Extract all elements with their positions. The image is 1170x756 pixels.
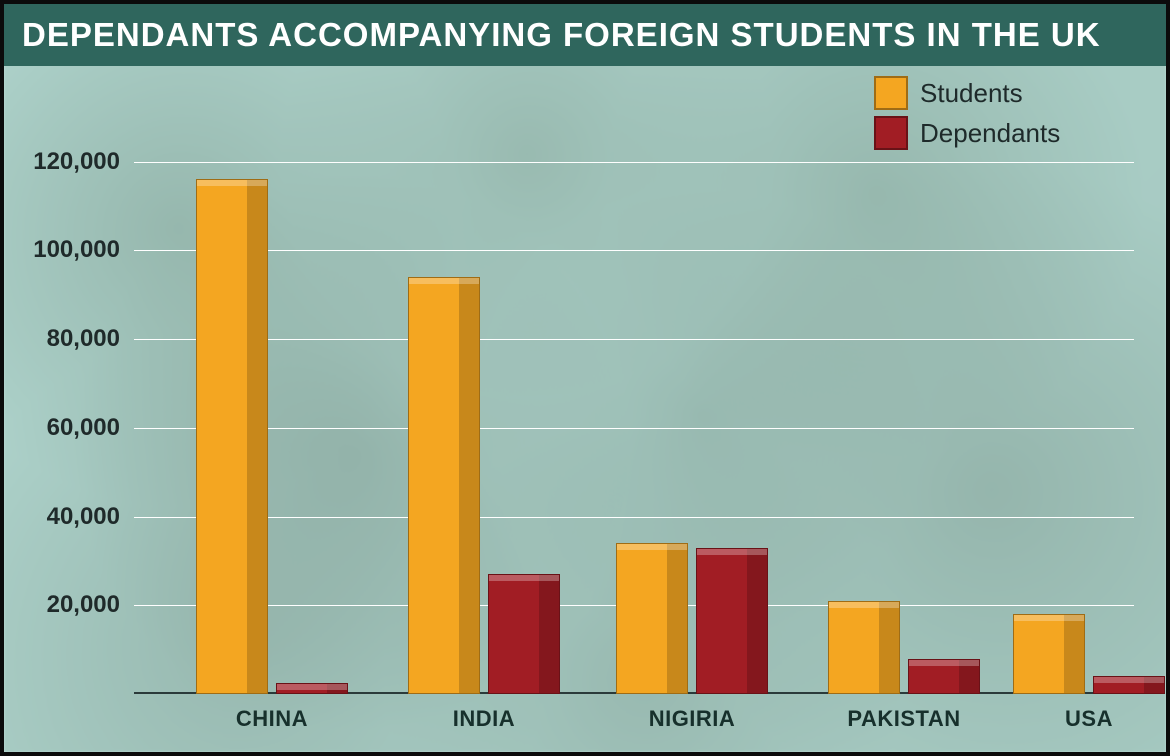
x-axis-label: INDIA [384, 694, 584, 732]
bar-students [196, 179, 268, 694]
bar-students [408, 277, 480, 694]
bar-top-highlight [277, 684, 347, 690]
bar-top-highlight [409, 278, 479, 284]
bar-group: INDIA [408, 277, 560, 694]
bar-dependants [908, 659, 980, 694]
bar-top-highlight [1014, 615, 1084, 621]
legend-item: Students [874, 76, 1060, 110]
legend-label: Students [920, 78, 1023, 109]
bar-shade [247, 180, 267, 693]
bar-shade [879, 602, 899, 693]
bar-top-highlight [697, 549, 767, 555]
legend-swatch [874, 76, 908, 110]
bar-group: CHINA [196, 179, 348, 694]
bar-group: NIGIRIA [616, 543, 768, 694]
x-axis-label: USA [989, 694, 1170, 732]
bar-top-highlight [197, 180, 267, 186]
bar-shade [747, 549, 767, 693]
x-axis-label: PAKISTAN [804, 694, 1004, 732]
bar-students [1013, 614, 1085, 694]
legend: StudentsDependants [874, 76, 1060, 150]
bar-students [828, 601, 900, 694]
chart-title: DEPENDANTS ACCOMPANYING FOREIGN STUDENTS… [22, 16, 1101, 54]
bar-students [616, 543, 688, 694]
bar-dependants [1093, 676, 1165, 694]
y-axis-tick-label: 20,000 [47, 591, 134, 619]
plot-area: 20,00040,00060,00080,000100,000120,000CH… [134, 144, 1134, 694]
y-axis-tick-label: 120,000 [33, 148, 134, 176]
y-axis-tick-label: 40,000 [47, 503, 134, 531]
x-axis-label: NIGIRIA [592, 694, 792, 732]
gridline [134, 162, 1134, 163]
bar-top-highlight [1094, 677, 1164, 683]
y-axis-tick-label: 80,000 [47, 325, 134, 353]
bar-shade [459, 278, 479, 693]
bar-shade [539, 575, 559, 693]
bar-dependants [696, 548, 768, 694]
chart-frame: DEPENDANTS ACCOMPANYING FOREIGN STUDENTS… [0, 0, 1170, 756]
bar-shade [667, 544, 687, 693]
bar-dependants [276, 683, 348, 694]
bar-top-highlight [489, 575, 559, 581]
x-axis-label: CHINA [172, 694, 372, 732]
bar-top-highlight [909, 660, 979, 666]
bar-group: USA [1013, 614, 1165, 694]
bar-top-highlight [829, 602, 899, 608]
bar-top-highlight [617, 544, 687, 550]
y-axis-tick-label: 60,000 [47, 414, 134, 442]
chart-header: DEPENDANTS ACCOMPANYING FOREIGN STUDENTS… [4, 4, 1166, 66]
bar-dependants [488, 574, 560, 694]
bar-group: PAKISTAN [828, 601, 980, 694]
bar-shade [1064, 615, 1084, 693]
y-axis-tick-label: 100,000 [33, 236, 134, 264]
